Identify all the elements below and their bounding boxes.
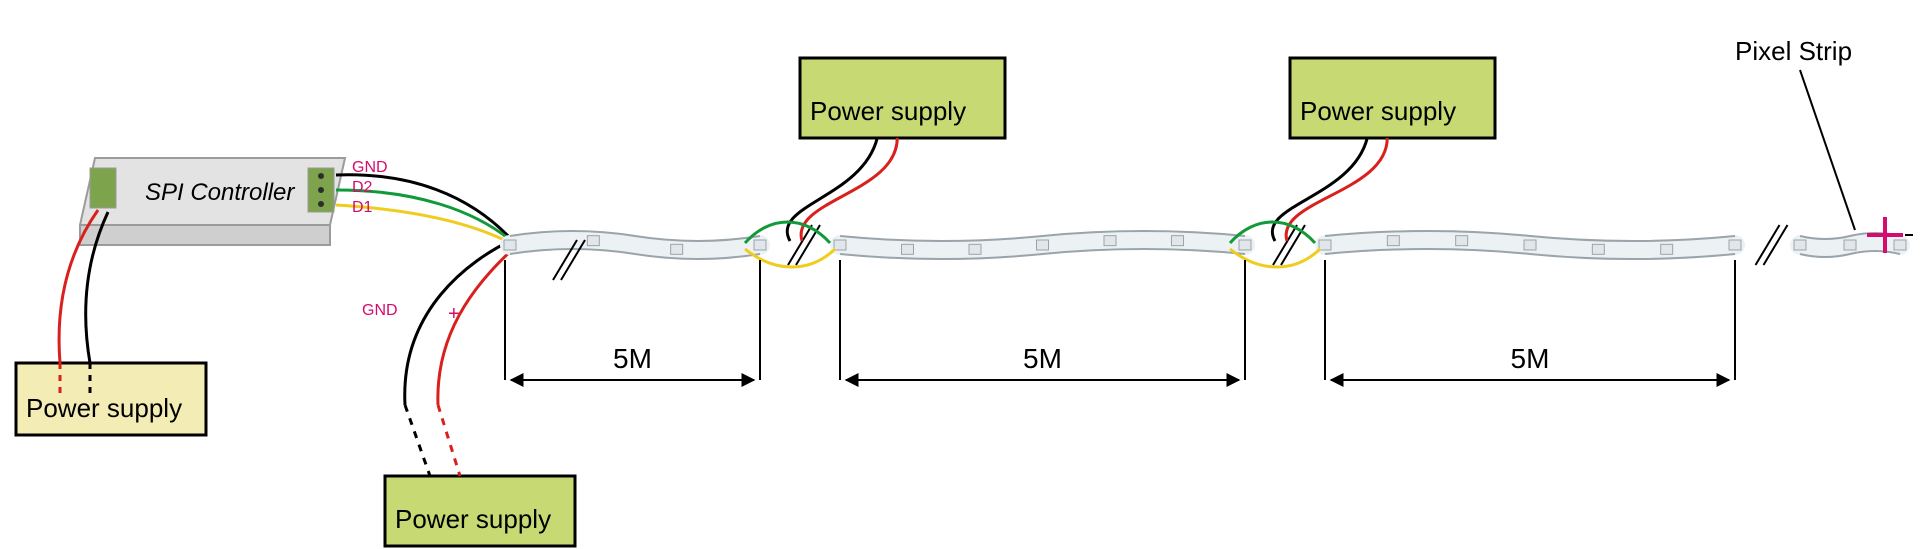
dimension: 5M [840, 260, 1245, 380]
dimension-label: 5M [1023, 343, 1062, 374]
strip-segment [504, 231, 766, 259]
bottom-plus-label: + [448, 303, 460, 325]
power-supply-label: Power supply [810, 96, 966, 126]
spi-controller: SPI Controller [80, 158, 345, 245]
dimension: 5M [1325, 260, 1735, 380]
power-supply-label: Power supply [1300, 96, 1456, 126]
power-supply-label: Power supply [26, 393, 182, 423]
power-supply-label: Power supply [395, 504, 551, 534]
wires-to-ps-bottom: GND + [362, 240, 516, 476]
power-supply-box: Power supply [16, 363, 206, 435]
bottom-gnd-label: GND [362, 302, 398, 319]
strip-segment [834, 231, 1251, 259]
signal-d2-label: D2 [352, 179, 373, 196]
wires-signals: GND D2 D1 [336, 159, 516, 246]
signal-gnd-label: GND [352, 159, 388, 176]
pixel-strip-label: Pixel Strip [1735, 36, 1852, 66]
dimension-label: 5M [613, 343, 652, 374]
power-supply-box: Power supply [385, 476, 575, 546]
dimension-label: 5M [1511, 343, 1550, 374]
pixel-strip-callout: Pixel Strip [1735, 36, 1920, 253]
signal-d1-label: D1 [352, 199, 373, 216]
dimension: 5M [505, 260, 760, 380]
strip-segment [1319, 231, 1741, 259]
power-supply-box: Power supply [1290, 58, 1495, 138]
controller-label: SPI Controller [145, 179, 295, 206]
strip-break [1756, 225, 1788, 265]
power-supply-box: Power supply [800, 58, 1005, 138]
